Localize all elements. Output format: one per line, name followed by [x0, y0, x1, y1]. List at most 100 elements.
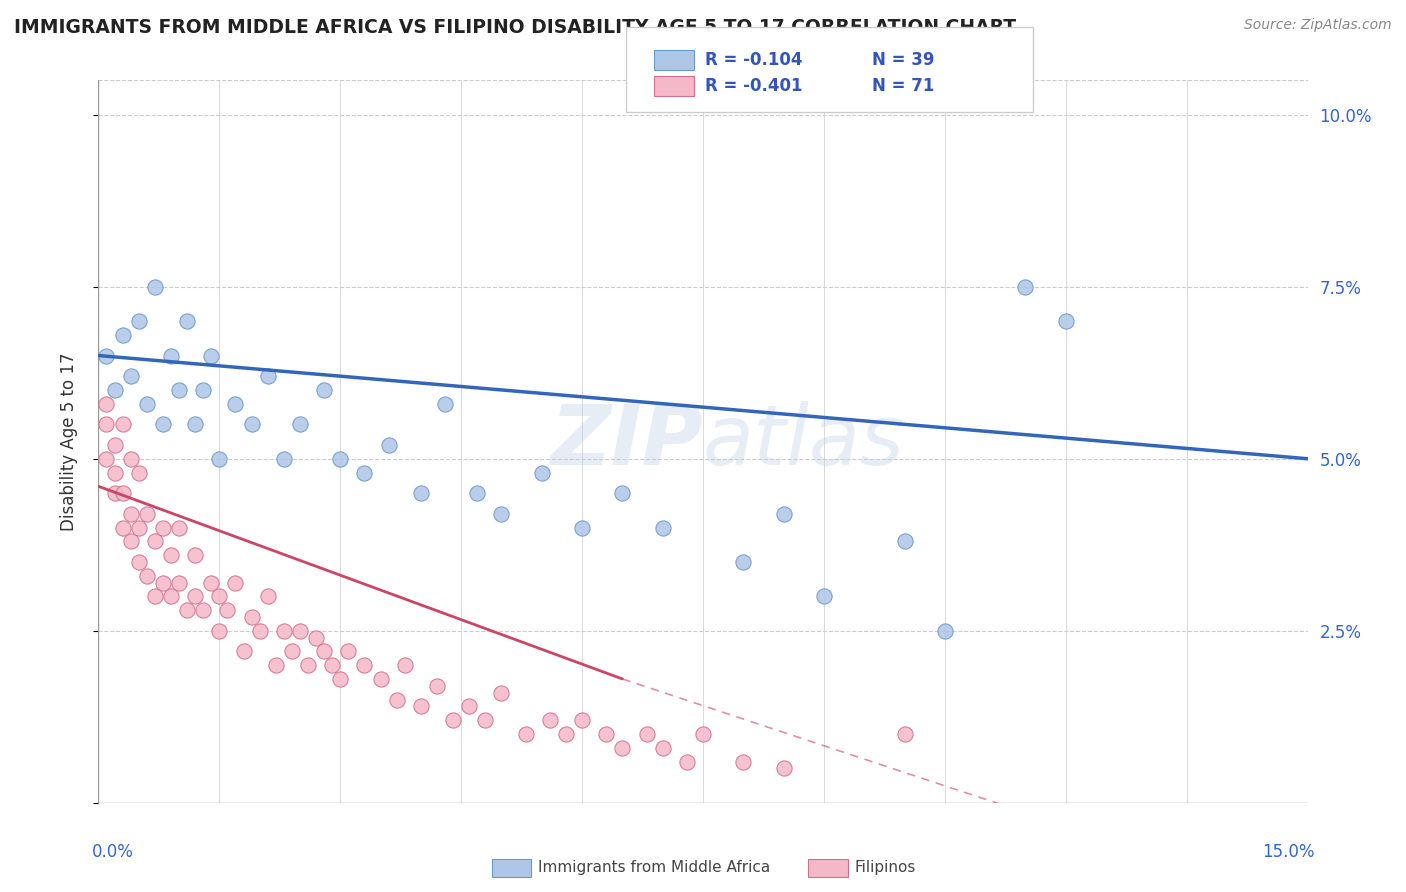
Point [143, 590, 166, 604]
Point [167, 575, 190, 590]
Point [96, 417, 118, 432]
Point [1054, 314, 1077, 328]
Point [193, 603, 215, 617]
Point [692, 727, 714, 741]
Point [329, 672, 352, 686]
Point [256, 590, 278, 604]
Point [273, 451, 295, 466]
Text: Filipinos: Filipinos [855, 861, 917, 875]
Point [120, 534, 142, 549]
Point [232, 644, 254, 658]
Point [176, 314, 198, 328]
Point [636, 727, 658, 741]
Point [813, 590, 835, 604]
Point [208, 624, 231, 638]
Point [152, 575, 174, 590]
Point [772, 761, 794, 775]
Point [555, 727, 578, 741]
Point [143, 534, 166, 549]
Point [1014, 279, 1036, 293]
Point [135, 507, 157, 521]
Point [314, 383, 336, 397]
Point [612, 740, 634, 755]
Point [394, 658, 416, 673]
Point [426, 679, 449, 693]
Point [128, 314, 150, 328]
Point [217, 603, 239, 617]
Point [160, 548, 183, 562]
Point [184, 548, 207, 562]
Point [160, 349, 183, 363]
Point [184, 417, 207, 432]
Point [120, 507, 142, 521]
Point [111, 327, 134, 342]
Point [167, 520, 190, 534]
Point [135, 397, 157, 411]
Point [676, 755, 699, 769]
Point [733, 755, 755, 769]
Point [120, 369, 142, 384]
Point [96, 397, 118, 411]
Y-axis label: Disability Age 5 to 17: Disability Age 5 to 17 [59, 352, 77, 531]
Point [208, 451, 231, 466]
Point [160, 590, 183, 604]
Point [96, 349, 118, 363]
Text: N = 39: N = 39 [872, 51, 934, 69]
Point [772, 507, 794, 521]
Point [337, 644, 360, 658]
Point [281, 644, 304, 658]
Point [200, 349, 222, 363]
Text: Immigrants from Middle Africa: Immigrants from Middle Africa [538, 861, 770, 875]
Point [934, 624, 956, 638]
Text: 0.0%: 0.0% [91, 843, 134, 861]
Text: Source: ZipAtlas.com: Source: ZipAtlas.com [1244, 18, 1392, 32]
Point [377, 438, 399, 452]
Point [612, 486, 634, 500]
Point [409, 486, 432, 500]
Text: R = -0.104: R = -0.104 [706, 51, 803, 69]
Point [96, 451, 118, 466]
Text: atlas: atlas [703, 401, 904, 482]
Point [176, 603, 198, 617]
Point [305, 631, 328, 645]
Point [651, 520, 673, 534]
Point [434, 397, 457, 411]
Point [264, 658, 287, 673]
Point [167, 383, 190, 397]
Point [458, 699, 481, 714]
Point [409, 699, 432, 714]
Point [249, 624, 271, 638]
Point [474, 713, 496, 727]
Point [111, 486, 134, 500]
Point [441, 713, 464, 727]
Point [135, 568, 157, 582]
Point [200, 575, 222, 590]
Text: N = 71: N = 71 [872, 77, 934, 95]
Point [329, 451, 352, 466]
Point [103, 438, 125, 452]
Point [152, 417, 174, 432]
Point [491, 507, 513, 521]
Point [288, 624, 311, 638]
Text: ZIP: ZIP [550, 401, 703, 482]
Point [893, 727, 915, 741]
Point [240, 610, 263, 624]
Point [120, 451, 142, 466]
Point [530, 466, 553, 480]
Point [152, 520, 174, 534]
Point [893, 534, 915, 549]
Text: 15.0%: 15.0% [1263, 843, 1315, 861]
Point [128, 555, 150, 569]
Text: IMMIGRANTS FROM MIDDLE AFRICA VS FILIPINO DISABILITY AGE 5 TO 17 CORRELATION CHA: IMMIGRANTS FROM MIDDLE AFRICA VS FILIPIN… [14, 18, 1017, 37]
Point [314, 644, 336, 658]
Point [538, 713, 561, 727]
Point [184, 590, 207, 604]
Point [224, 575, 246, 590]
Point [353, 466, 375, 480]
Text: R = -0.401: R = -0.401 [706, 77, 803, 95]
Point [273, 624, 295, 638]
Point [595, 727, 617, 741]
Point [465, 486, 488, 500]
Point [491, 686, 513, 700]
Point [128, 520, 150, 534]
